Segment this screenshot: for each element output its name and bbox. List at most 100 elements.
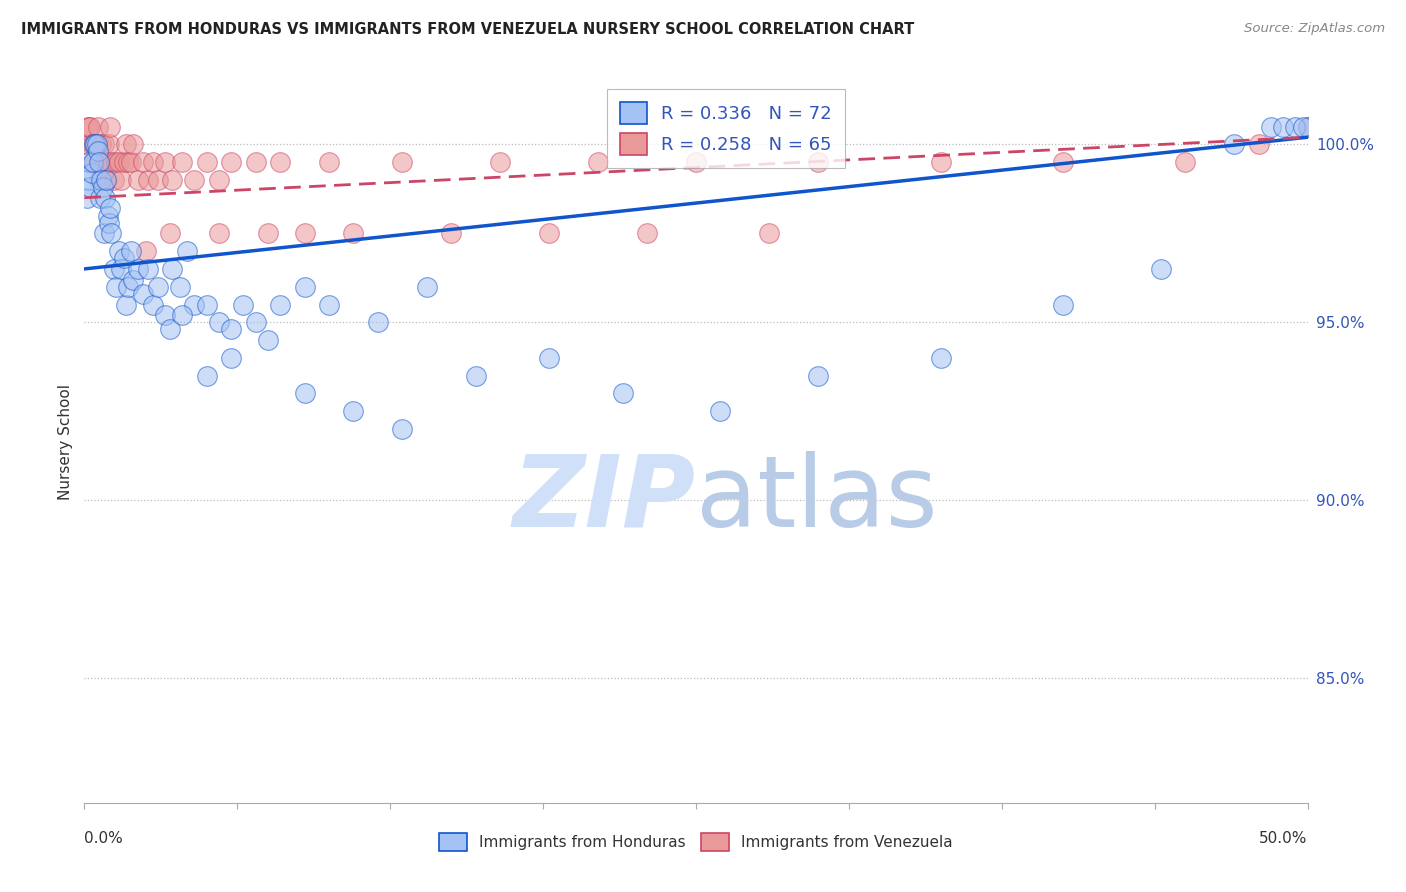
Point [135, 244, 157, 259]
Point [83, 137, 105, 152]
Point [122, 137, 145, 152]
Point [142, 297, 165, 311]
Point [195, 297, 218, 311]
Point [153, 155, 176, 169]
Point [115, 297, 138, 311]
Point [97, 216, 120, 230]
Point [110, 261, 132, 276]
Point [367, 315, 389, 329]
Point [538, 351, 561, 365]
Text: 0.0%: 0.0% [84, 831, 124, 847]
Point [120, 244, 142, 259]
Point [294, 279, 316, 293]
Point [94, 155, 117, 169]
Point [219, 155, 242, 169]
Point [1174, 155, 1197, 169]
Legend: Immigrants from Honduras, Immigrants from Venezuela: Immigrants from Honduras, Immigrants fro… [430, 824, 962, 860]
Point [1296, 120, 1319, 134]
Point [440, 227, 463, 241]
Point [183, 173, 205, 187]
Point [219, 322, 242, 336]
Point [77, 173, 100, 187]
Point [257, 227, 280, 241]
Point [115, 137, 138, 152]
Text: ZIP: ZIP [513, 450, 696, 548]
Point [112, 155, 135, 169]
Point [77, 120, 100, 134]
Point [142, 155, 165, 169]
Point [257, 333, 280, 347]
Point [76, 191, 98, 205]
Point [183, 297, 205, 311]
Point [107, 155, 129, 169]
Point [294, 227, 316, 241]
Point [89, 191, 111, 205]
Point [391, 155, 413, 169]
Point [1223, 137, 1246, 152]
Point [97, 137, 120, 152]
Point [84, 155, 107, 169]
Point [929, 351, 952, 365]
Point [318, 297, 340, 311]
Point [269, 155, 291, 169]
Point [245, 315, 267, 329]
Point [342, 227, 364, 241]
Point [96, 173, 118, 187]
Point [195, 155, 218, 169]
Point [87, 145, 110, 159]
Point [538, 227, 561, 241]
Point [636, 227, 658, 241]
Point [1296, 120, 1319, 134]
Point [709, 404, 731, 418]
Point [112, 252, 135, 266]
Point [79, 120, 101, 134]
Point [807, 155, 830, 169]
Point [232, 297, 254, 311]
Point [758, 227, 780, 241]
Point [91, 155, 114, 169]
Point [94, 191, 117, 205]
Point [172, 155, 194, 169]
Point [79, 180, 101, 194]
Point [162, 261, 184, 276]
Point [612, 386, 634, 401]
Point [162, 173, 184, 187]
Point [86, 137, 108, 152]
Point [136, 261, 159, 276]
Point [208, 227, 231, 241]
Point [172, 308, 194, 322]
Point [136, 173, 159, 187]
Point [391, 422, 413, 436]
Point [120, 155, 142, 169]
Point [146, 279, 169, 293]
Point [1150, 261, 1173, 276]
Point [90, 137, 112, 152]
Point [294, 386, 316, 401]
Point [91, 180, 114, 194]
Point [96, 173, 118, 187]
Point [105, 279, 128, 293]
Point [208, 173, 231, 187]
Point [103, 261, 125, 276]
Point [89, 155, 111, 169]
Point [269, 297, 291, 311]
Point [1284, 120, 1306, 134]
Point [586, 155, 609, 169]
Point [195, 368, 218, 383]
Point [80, 166, 103, 180]
Point [342, 404, 364, 418]
Point [1052, 155, 1074, 169]
Point [245, 155, 267, 169]
Text: IMMIGRANTS FROM HONDURAS VS IMMIGRANTS FROM VENEZUELA NURSERY SCHOOL CORRELATION: IMMIGRANTS FROM HONDURAS VS IMMIGRANTS F… [21, 22, 914, 37]
Point [87, 120, 110, 134]
Point [1260, 120, 1282, 134]
Point [685, 155, 707, 169]
Point [100, 155, 122, 169]
Point [127, 173, 149, 187]
Text: atlas: atlas [696, 450, 938, 548]
Point [1052, 297, 1074, 311]
Point [80, 137, 103, 152]
Point [105, 155, 128, 169]
Point [83, 137, 105, 152]
Point [1292, 120, 1315, 134]
